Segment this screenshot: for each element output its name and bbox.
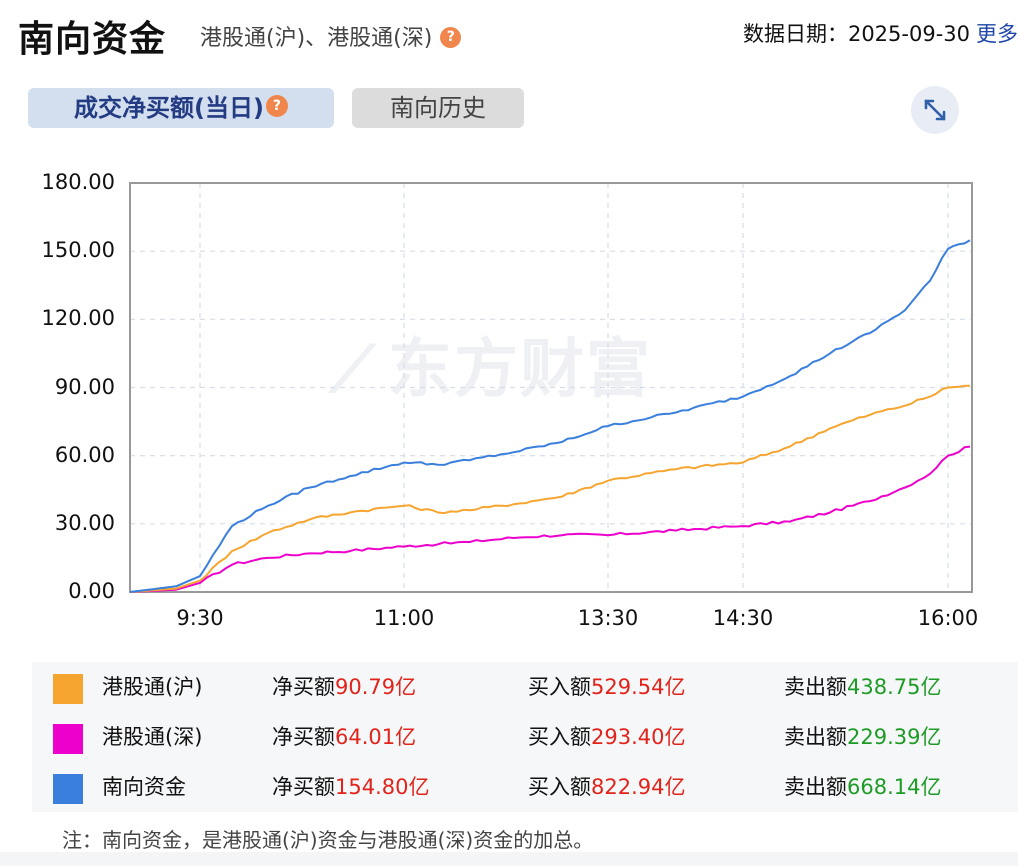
tab-southbound-history[interactable]: 南向历史 xyxy=(352,88,524,128)
series-line xyxy=(129,239,971,593)
legend-row: 港股通(沪) 净买额90.79亿 买入额529.54亿 卖出额438.75亿 xyxy=(32,662,1018,712)
page-title: 南向资金 xyxy=(18,19,167,60)
sell-amount: 卖出额229.39亿 xyxy=(784,725,942,749)
legend-table: 港股通(沪) 净买额90.79亿 买入额529.54亿 卖出额438.75亿 港… xyxy=(32,662,1018,812)
tab-net-buy-today[interactable]: 成交净买额(当日)? xyxy=(28,88,334,128)
buy-amount: 买入额529.54亿 xyxy=(528,675,686,699)
net-buy-chart: ⟋ 东方财富 180.00 150.00 120.00 90.00 60.00 30.00 0… xyxy=(0,160,1018,650)
series-name: 港股通(沪) xyxy=(102,675,203,699)
series-name: 南向资金 xyxy=(102,775,186,799)
tab-label: 成交净买额(当日) xyxy=(74,94,264,122)
expand-button[interactable] xyxy=(911,86,959,134)
y-tick-label: 0.00 xyxy=(68,579,115,603)
x-tick-label: 9:30 xyxy=(176,606,224,630)
bottom-bar xyxy=(0,852,1018,866)
x-tick-label: 13:30 xyxy=(577,606,639,630)
series-line xyxy=(129,445,971,593)
help-icon[interactable]: ? xyxy=(265,95,288,117)
data-date: 数据日期：2025-09-30 更多 xyxy=(743,18,1018,48)
sell-amount: 卖出额668.14亿 xyxy=(784,775,942,799)
header: 南向资金 港股通(沪)、港股通(深)? 数据日期：2025-09-30 更多 xyxy=(18,10,1018,60)
y-tick-label: 180.00 xyxy=(41,170,115,194)
y-tick-label: 120.00 xyxy=(41,306,115,331)
more-link[interactable]: 更多 xyxy=(976,22,1018,46)
footnote: 注：南向资金，是港股通(沪)资金与港股通(深)资金的加总。 xyxy=(62,828,594,852)
net-buy: 净买额64.01亿 xyxy=(272,725,417,749)
chart-plot xyxy=(129,182,973,593)
x-tick-label: 16:00 xyxy=(917,606,979,630)
net-buy: 净买额154.80亿 xyxy=(272,775,430,799)
watermark: ⟋ 东方财富 xyxy=(330,333,652,407)
legend-row: 南向资金 净买额154.80亿 买入额822.94亿 卖出额668.14亿 xyxy=(32,762,1018,812)
series-line xyxy=(129,384,971,593)
subtitle: 港股通(沪)、港股通(深)? xyxy=(200,20,462,52)
data-date-label: 数据日期：2025-09-30 xyxy=(742,22,970,46)
color-swatch xyxy=(53,674,83,704)
sell-amount: 卖出额438.75亿 xyxy=(784,675,942,699)
help-icon[interactable]: ? xyxy=(440,26,462,48)
series-name: 港股通(深) xyxy=(102,725,203,749)
net-buy: 净买额90.79亿 xyxy=(272,675,417,699)
y-tick-label: 90.00 xyxy=(54,374,115,399)
buy-amount: 买入额822.94亿 xyxy=(528,775,686,799)
y-tick-label: 30.00 xyxy=(54,510,115,535)
tab-label: 南向历史 xyxy=(390,94,486,122)
color-swatch xyxy=(53,774,83,804)
color-swatch xyxy=(53,724,83,754)
buy-amount: 买入额293.40亿 xyxy=(528,725,686,749)
y-tick-label: 60.00 xyxy=(54,442,115,467)
x-tick-label: 14:30 xyxy=(712,606,774,630)
expand-arrows-icon xyxy=(924,99,946,121)
eastmoney-logo-icon: ⟋ xyxy=(330,333,377,407)
subtitle-text: 港股通(沪)、港股通(深) xyxy=(200,26,433,51)
y-tick-label: 150.00 xyxy=(41,238,115,263)
x-tick-label: 11:00 xyxy=(373,606,435,630)
legend-row: 港股通(深) 净买额64.01亿 买入额293.40亿 卖出额229.39亿 xyxy=(32,712,1018,762)
